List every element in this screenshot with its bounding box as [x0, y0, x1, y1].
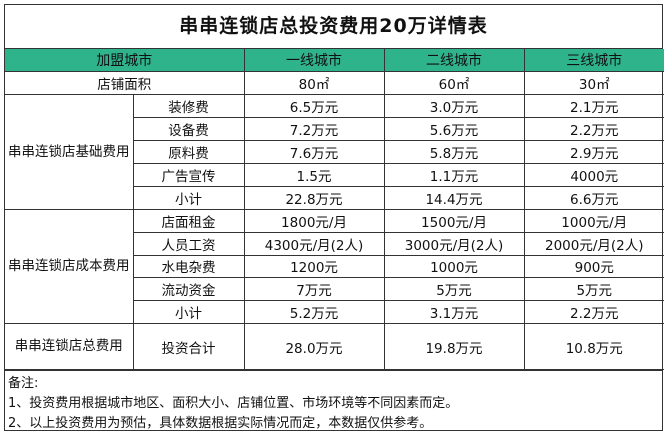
value-cell: 7.2万元 — [243, 117, 385, 142]
item-cell: 水电杂费 — [133, 254, 245, 279]
area-value: 60㎡ — [383, 71, 525, 96]
item-cell: 原料费 — [133, 140, 245, 164]
header-cell-city: 加盟城市 — [5, 49, 245, 73]
area-row: 店铺面积 80㎡ 60㎡ 30㎡ — [5, 71, 664, 96]
value-cell: 5.6万元 — [383, 117, 525, 142]
area-value: 80㎡ — [243, 71, 385, 96]
cost-table: 加盟城市 一线城市 二线城市 三线城市 店铺面积 80㎡ 60㎡ 30㎡ 串串连锁店基础费用 装修… — [5, 49, 664, 371]
header-cell-tier2: 二线城市 — [383, 49, 525, 73]
table-row: 水电杂费 1200元 1000元 900元 — [5, 254, 664, 279]
value-cell: 2.2万元 — [523, 300, 664, 325]
notes-heading: 备注: — [8, 376, 39, 392]
value-cell: 22.8万元 — [243, 185, 385, 210]
item-cell: 小计 — [133, 185, 245, 210]
value-cell: 3000元/月(2人) — [383, 231, 525, 256]
total-row: 串串连锁店总费用 投资合计 28.0万元 19.8万元 10.8万元 — [5, 323, 664, 371]
value-cell: 5万元 — [523, 277, 664, 302]
value-cell: 1800元/月 — [243, 208, 385, 233]
value-cell: 1000元/月 — [523, 208, 664, 233]
table-row: 原料费 7.6万元 5.8万元 2.9万元 — [5, 140, 664, 164]
value-cell: 2.2万元 — [523, 117, 664, 142]
table-title: 串串连锁店总投资费用20万详情表 — [5, 5, 662, 49]
value-cell: 7万元 — [243, 277, 385, 302]
header-row: 加盟城市 一线城市 二线城市 三线城市 — [5, 49, 664, 73]
value-cell: 4000元 — [523, 162, 664, 187]
value-cell: 2.1万元 — [523, 94, 664, 119]
item-cell: 装修费 — [132, 94, 245, 119]
area-value: 30㎡ — [523, 71, 664, 96]
table-row: 广告宣传 1.5元 1.1万元 4000元 — [5, 162, 664, 187]
category-cell: 串串连锁店基础费用 — [5, 94, 134, 210]
value-cell: 1.5元 — [243, 162, 385, 187]
area-label: 店铺面积 — [5, 71, 245, 96]
header-cell-tier3: 三线城市 — [523, 49, 664, 73]
value-cell: 7.6万元 — [243, 140, 385, 164]
value-cell: 2.9万元 — [523, 140, 664, 164]
total-category-cell: 串串连锁店总费用 — [5, 323, 134, 371]
value-cell: 3.0万元 — [383, 94, 525, 119]
note-line-2: 2、以上投资费用为预估，具体数据根据实际情况而定，本数据仅供参考。 — [8, 416, 433, 432]
value-cell: 6.5万元 — [243, 94, 385, 119]
note-line-1: 1、投资费用根据城市地区、面积大小、店铺位置、市场环境等不同因素而定。 — [8, 396, 459, 412]
table-row: 串串连锁店基础费用 装修费 6.5万元 3.0万元 2.1万元 — [5, 94, 664, 210]
table-row: 人员工资 4300元/月(2人) 3000元/月(2人) 2000元/月(2人) — [5, 231, 664, 256]
total-value-cell: 28.0万元 — [243, 323, 385, 371]
category-cell: 串串连锁店成本费用 — [5, 208, 134, 325]
cost-table-sheet: 串串连锁店总投资费用20万详情表 加盟城市 一线城市 二线城市 三线城市 店铺面积 80㎡… — [4, 4, 664, 434]
item-cell: 小计 — [133, 300, 245, 325]
table-row: 流动资金 7万元 5万元 5万元 — [5, 277, 664, 302]
value-cell: 14.4万元 — [383, 185, 525, 210]
table-row: 串串连锁店成本费用 店面租金 1800元/月 1500元/月 1000元/月 — [5, 208, 664, 325]
value-cell: 1000元 — [383, 254, 525, 279]
total-value-cell: 10.8万元 — [523, 323, 664, 371]
item-cell: 店面租金 — [132, 208, 245, 233]
value-cell: 1200元 — [243, 254, 385, 279]
item-cell: 流动资金 — [133, 277, 245, 302]
value-cell: 900元 — [523, 254, 664, 279]
item-cell: 广告宣传 — [133, 162, 245, 187]
item-cell: 设备费 — [133, 117, 245, 142]
notes-section: 备注: 1、投资费用根据城市地区、面积大小、店铺位置、市场环境等不同因素而定。 … — [5, 370, 662, 434]
value-cell: 1500元/月 — [383, 208, 525, 233]
table-row: 小计 22.8万元 14.4万元 6.6万元 — [5, 185, 664, 210]
value-cell: 2000元/月(2人) — [523, 231, 664, 256]
total-value-cell: 19.8万元 — [383, 323, 525, 371]
item-cell: 人员工资 — [133, 231, 245, 256]
value-cell: 5.2万元 — [243, 300, 385, 325]
value-cell: 5.8万元 — [383, 140, 525, 164]
value-cell: 3.1万元 — [383, 300, 525, 325]
value-cell: 4300元/月(2人) — [243, 231, 385, 256]
header-cell-tier1: 一线城市 — [243, 49, 385, 73]
value-cell: 1.1万元 — [383, 162, 525, 187]
total-item-cell: 投资合计 — [132, 323, 245, 371]
table-row: 小计 5.2万元 3.1万元 2.2万元 — [5, 300, 664, 325]
value-cell: 6.6万元 — [523, 185, 664, 210]
value-cell: 5万元 — [383, 277, 525, 302]
